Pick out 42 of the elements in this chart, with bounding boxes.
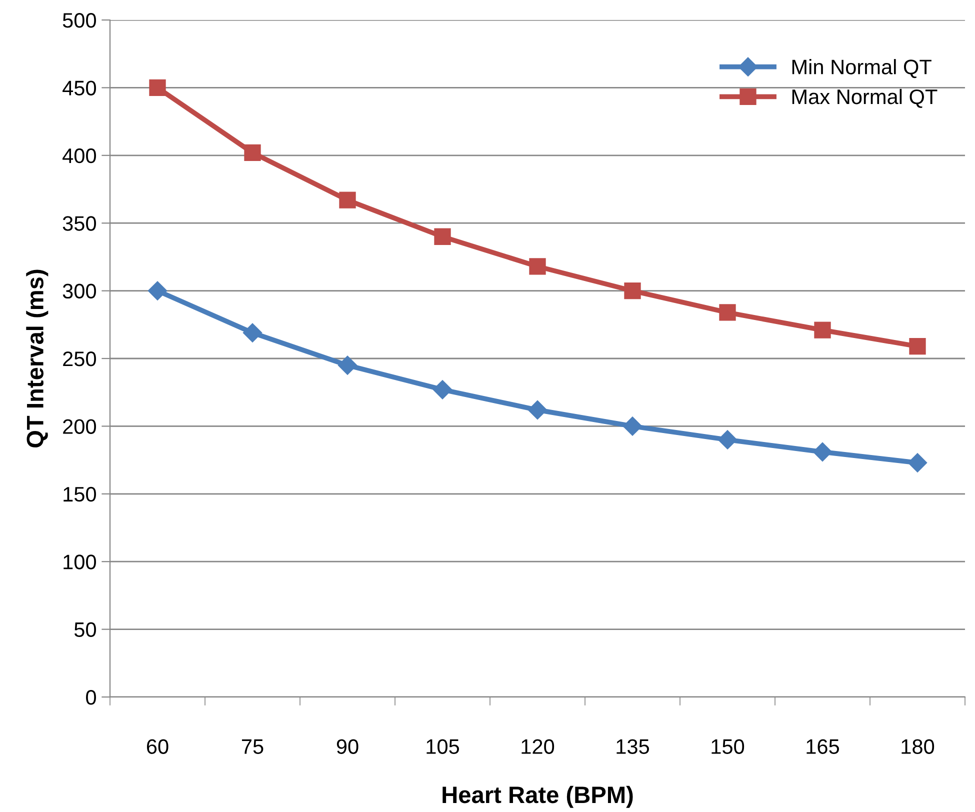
x-tick-label: 135: [616, 739, 650, 754]
y-tick-label: 50: [74, 622, 96, 638]
point: [622, 416, 642, 436]
legend-label: Min Normal QT: [792, 59, 932, 78]
y-tick-label: 400: [62, 148, 96, 164]
point: [244, 144, 261, 162]
point: [149, 79, 166, 96]
point: [812, 442, 832, 462]
point: [148, 281, 168, 300]
x-tick-label: 180: [902, 739, 934, 754]
point: [338, 356, 358, 375]
x-tick-label: 150: [712, 739, 744, 754]
x-tick-label: 105: [426, 739, 460, 754]
y-tick-label: 500: [62, 13, 96, 28]
y-axis-title: QT Interval (ms): [26, 270, 48, 448]
y-tick-label: 150: [64, 486, 96, 502]
legend-label: Max Normal QT: [792, 88, 938, 108]
x-tick-label: 60: [146, 739, 168, 754]
point: [624, 282, 641, 300]
point: [242, 323, 262, 342]
point: [908, 453, 928, 472]
y-tick-label: 100: [64, 554, 96, 570]
point: [814, 322, 831, 338]
point: [718, 430, 738, 450]
x-tick-label: 120: [522, 739, 554, 754]
x-tick-label: 90: [336, 739, 358, 754]
y-tick-label: 250: [63, 352, 96, 366]
point: [432, 380, 452, 400]
point: [719, 304, 736, 321]
y-tick-label: 350: [62, 216, 96, 231]
y-tick-label: 0: [86, 690, 96, 705]
x-tick-label: 75: [242, 739, 264, 754]
point: [339, 192, 356, 208]
point: [528, 400, 548, 420]
y-tick-label: 200: [63, 419, 96, 434]
y-tick-label: 300: [62, 284, 96, 299]
point: [529, 258, 546, 275]
x-axis-title: Heart Rate (BPM): [442, 786, 633, 808]
x-tick-label: 165: [806, 739, 840, 754]
point: [434, 228, 451, 245]
y-tick-label: 450: [62, 80, 96, 96]
point: [909, 338, 926, 355]
